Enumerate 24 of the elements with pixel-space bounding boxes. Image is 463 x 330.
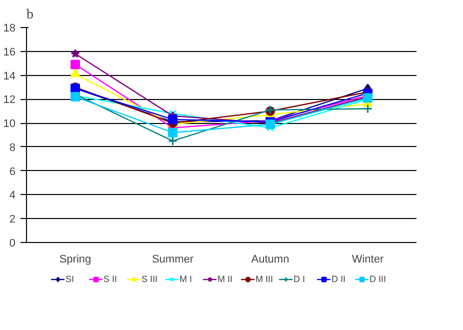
y-tick-label: 0: [9, 238, 16, 250]
legend-label: M I: [180, 274, 193, 284]
y-tick-label: 18: [3, 22, 16, 34]
y-tick-label: 10: [3, 118, 16, 130]
y-tick-label: 6: [9, 166, 16, 178]
legend-label: M II: [218, 274, 234, 284]
legend-label: D III: [370, 274, 388, 284]
x-tick-label: Autumn: [251, 254, 290, 266]
legend-label: D I: [294, 274, 306, 284]
legend-label: S III: [142, 274, 159, 284]
x-tick-label: Winter: [352, 254, 384, 266]
x-tick-label: Summer: [152, 254, 194, 266]
x-tick-label: Spring: [59, 254, 92, 266]
y-tick-label: 2: [9, 214, 16, 226]
chart-title: b: [26, 8, 34, 22]
y-tick-label: 12: [3, 94, 16, 106]
legend-label: M III: [256, 274, 274, 284]
legend-label: S II: [104, 274, 118, 284]
y-tick-label: 14: [3, 70, 16, 82]
y-tick-label: 4: [9, 190, 16, 202]
legend-label: D II: [332, 274, 347, 284]
y-tick-label: 8: [9, 142, 16, 154]
y-tick-label: 16: [3, 46, 16, 58]
legend-label: SI: [66, 274, 76, 284]
